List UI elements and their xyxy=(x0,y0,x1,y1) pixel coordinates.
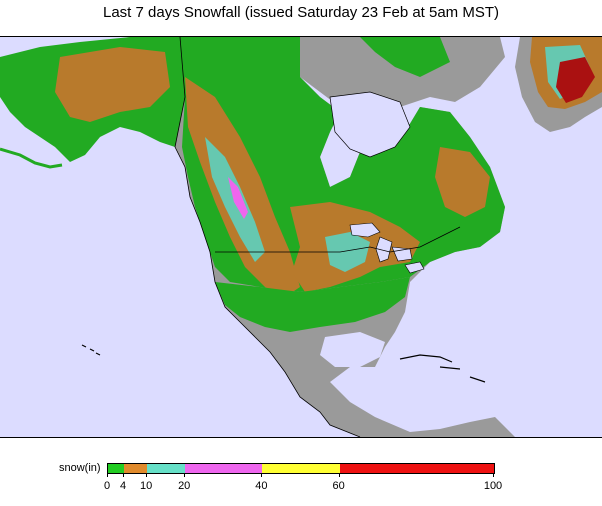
legend-unit-label: snow(in) xyxy=(59,462,101,474)
map-title: Last 7 days Snowfall (issued Saturday 23… xyxy=(102,4,500,21)
arctic-islands-snow xyxy=(360,37,450,77)
legend-bin xyxy=(262,464,340,473)
hawaii-islands xyxy=(81,344,101,356)
gulf-of-mexico xyxy=(320,332,385,367)
plains-snow-heavy xyxy=(325,232,370,272)
alaska-snow-moderate xyxy=(55,47,170,122)
snowfall-map xyxy=(0,36,602,438)
caribbean-islands xyxy=(399,354,486,383)
map-canvas xyxy=(0,37,602,437)
quebec-snow-moderate xyxy=(435,147,490,217)
legend-tick-label: 40 xyxy=(255,480,268,492)
legend-bin xyxy=(339,464,494,473)
snowfall-legend: snow(in) 0 4 10 20 40 60 100 xyxy=(0,456,602,506)
legend-bin xyxy=(147,464,186,473)
great-lakes xyxy=(349,222,425,274)
legend-tick-mark xyxy=(146,473,148,477)
legend-tick-label: 10 xyxy=(140,480,153,492)
rockies-snow-moderate xyxy=(185,77,300,297)
legend-tick-mark xyxy=(338,473,340,477)
legend-color-bar xyxy=(107,463,495,474)
legend-bin xyxy=(108,464,125,473)
legend-tick-mark xyxy=(123,473,125,477)
legend-tick-label: 20 xyxy=(178,480,191,492)
legend-tick-mark xyxy=(107,473,108,477)
legend-tick-mark xyxy=(261,473,263,477)
legend-tick-label: 100 xyxy=(483,480,503,492)
hudson-bay xyxy=(330,92,410,157)
legend-tick-label: 0 xyxy=(103,480,111,492)
legend-tick-mark xyxy=(493,473,494,477)
arctic-islands xyxy=(285,37,505,107)
hudson-bay-outline xyxy=(329,91,411,158)
us-canada-border xyxy=(215,226,461,253)
greenland-extreme-snow xyxy=(556,57,595,103)
legend-tick-label: 4 xyxy=(119,480,127,492)
legend-tick-mark xyxy=(184,473,186,477)
legend-bin xyxy=(124,464,148,473)
legend-tick-label: 60 xyxy=(332,480,345,492)
legend-bin xyxy=(185,464,263,473)
aleutian-chain xyxy=(0,147,63,169)
coastline-outline xyxy=(174,37,361,437)
rockies-snow-extreme xyxy=(228,177,248,219)
us-northern-snow-light xyxy=(215,277,410,332)
